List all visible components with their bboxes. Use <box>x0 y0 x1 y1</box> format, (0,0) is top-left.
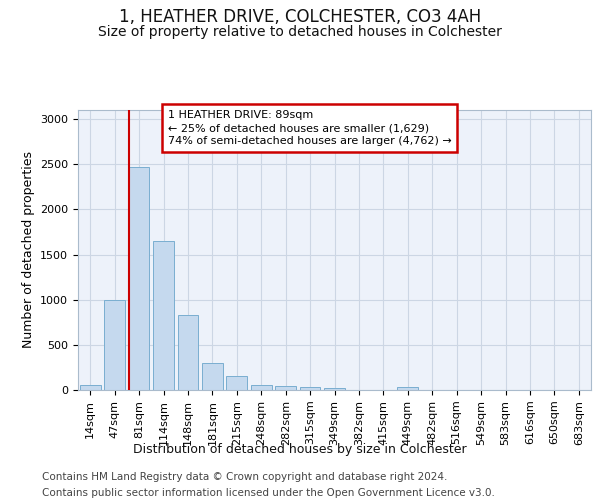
Bar <box>202 363 223 390</box>
Text: Contains public sector information licensed under the Open Government Licence v3: Contains public sector information licen… <box>42 488 495 498</box>
Bar <box>153 241 174 390</box>
Bar <box>275 386 296 390</box>
Text: Size of property relative to detached houses in Colchester: Size of property relative to detached ho… <box>98 25 502 39</box>
Bar <box>104 300 125 390</box>
Text: 1, HEATHER DRIVE, COLCHESTER, CO3 4AH: 1, HEATHER DRIVE, COLCHESTER, CO3 4AH <box>119 8 481 26</box>
Bar <box>251 385 272 390</box>
Bar <box>397 388 418 390</box>
Text: Distribution of detached houses by size in Colchester: Distribution of detached houses by size … <box>133 442 467 456</box>
Y-axis label: Number of detached properties: Number of detached properties <box>22 152 35 348</box>
Bar <box>128 167 149 390</box>
Bar <box>299 388 320 390</box>
Text: 1 HEATHER DRIVE: 89sqm
← 25% of detached houses are smaller (1,629)
74% of semi-: 1 HEATHER DRIVE: 89sqm ← 25% of detached… <box>168 110 452 146</box>
Text: Contains HM Land Registry data © Crown copyright and database right 2024.: Contains HM Land Registry data © Crown c… <box>42 472 448 482</box>
Bar <box>226 376 247 390</box>
Bar <box>80 386 101 390</box>
Bar <box>178 315 199 390</box>
Bar <box>324 388 345 390</box>
